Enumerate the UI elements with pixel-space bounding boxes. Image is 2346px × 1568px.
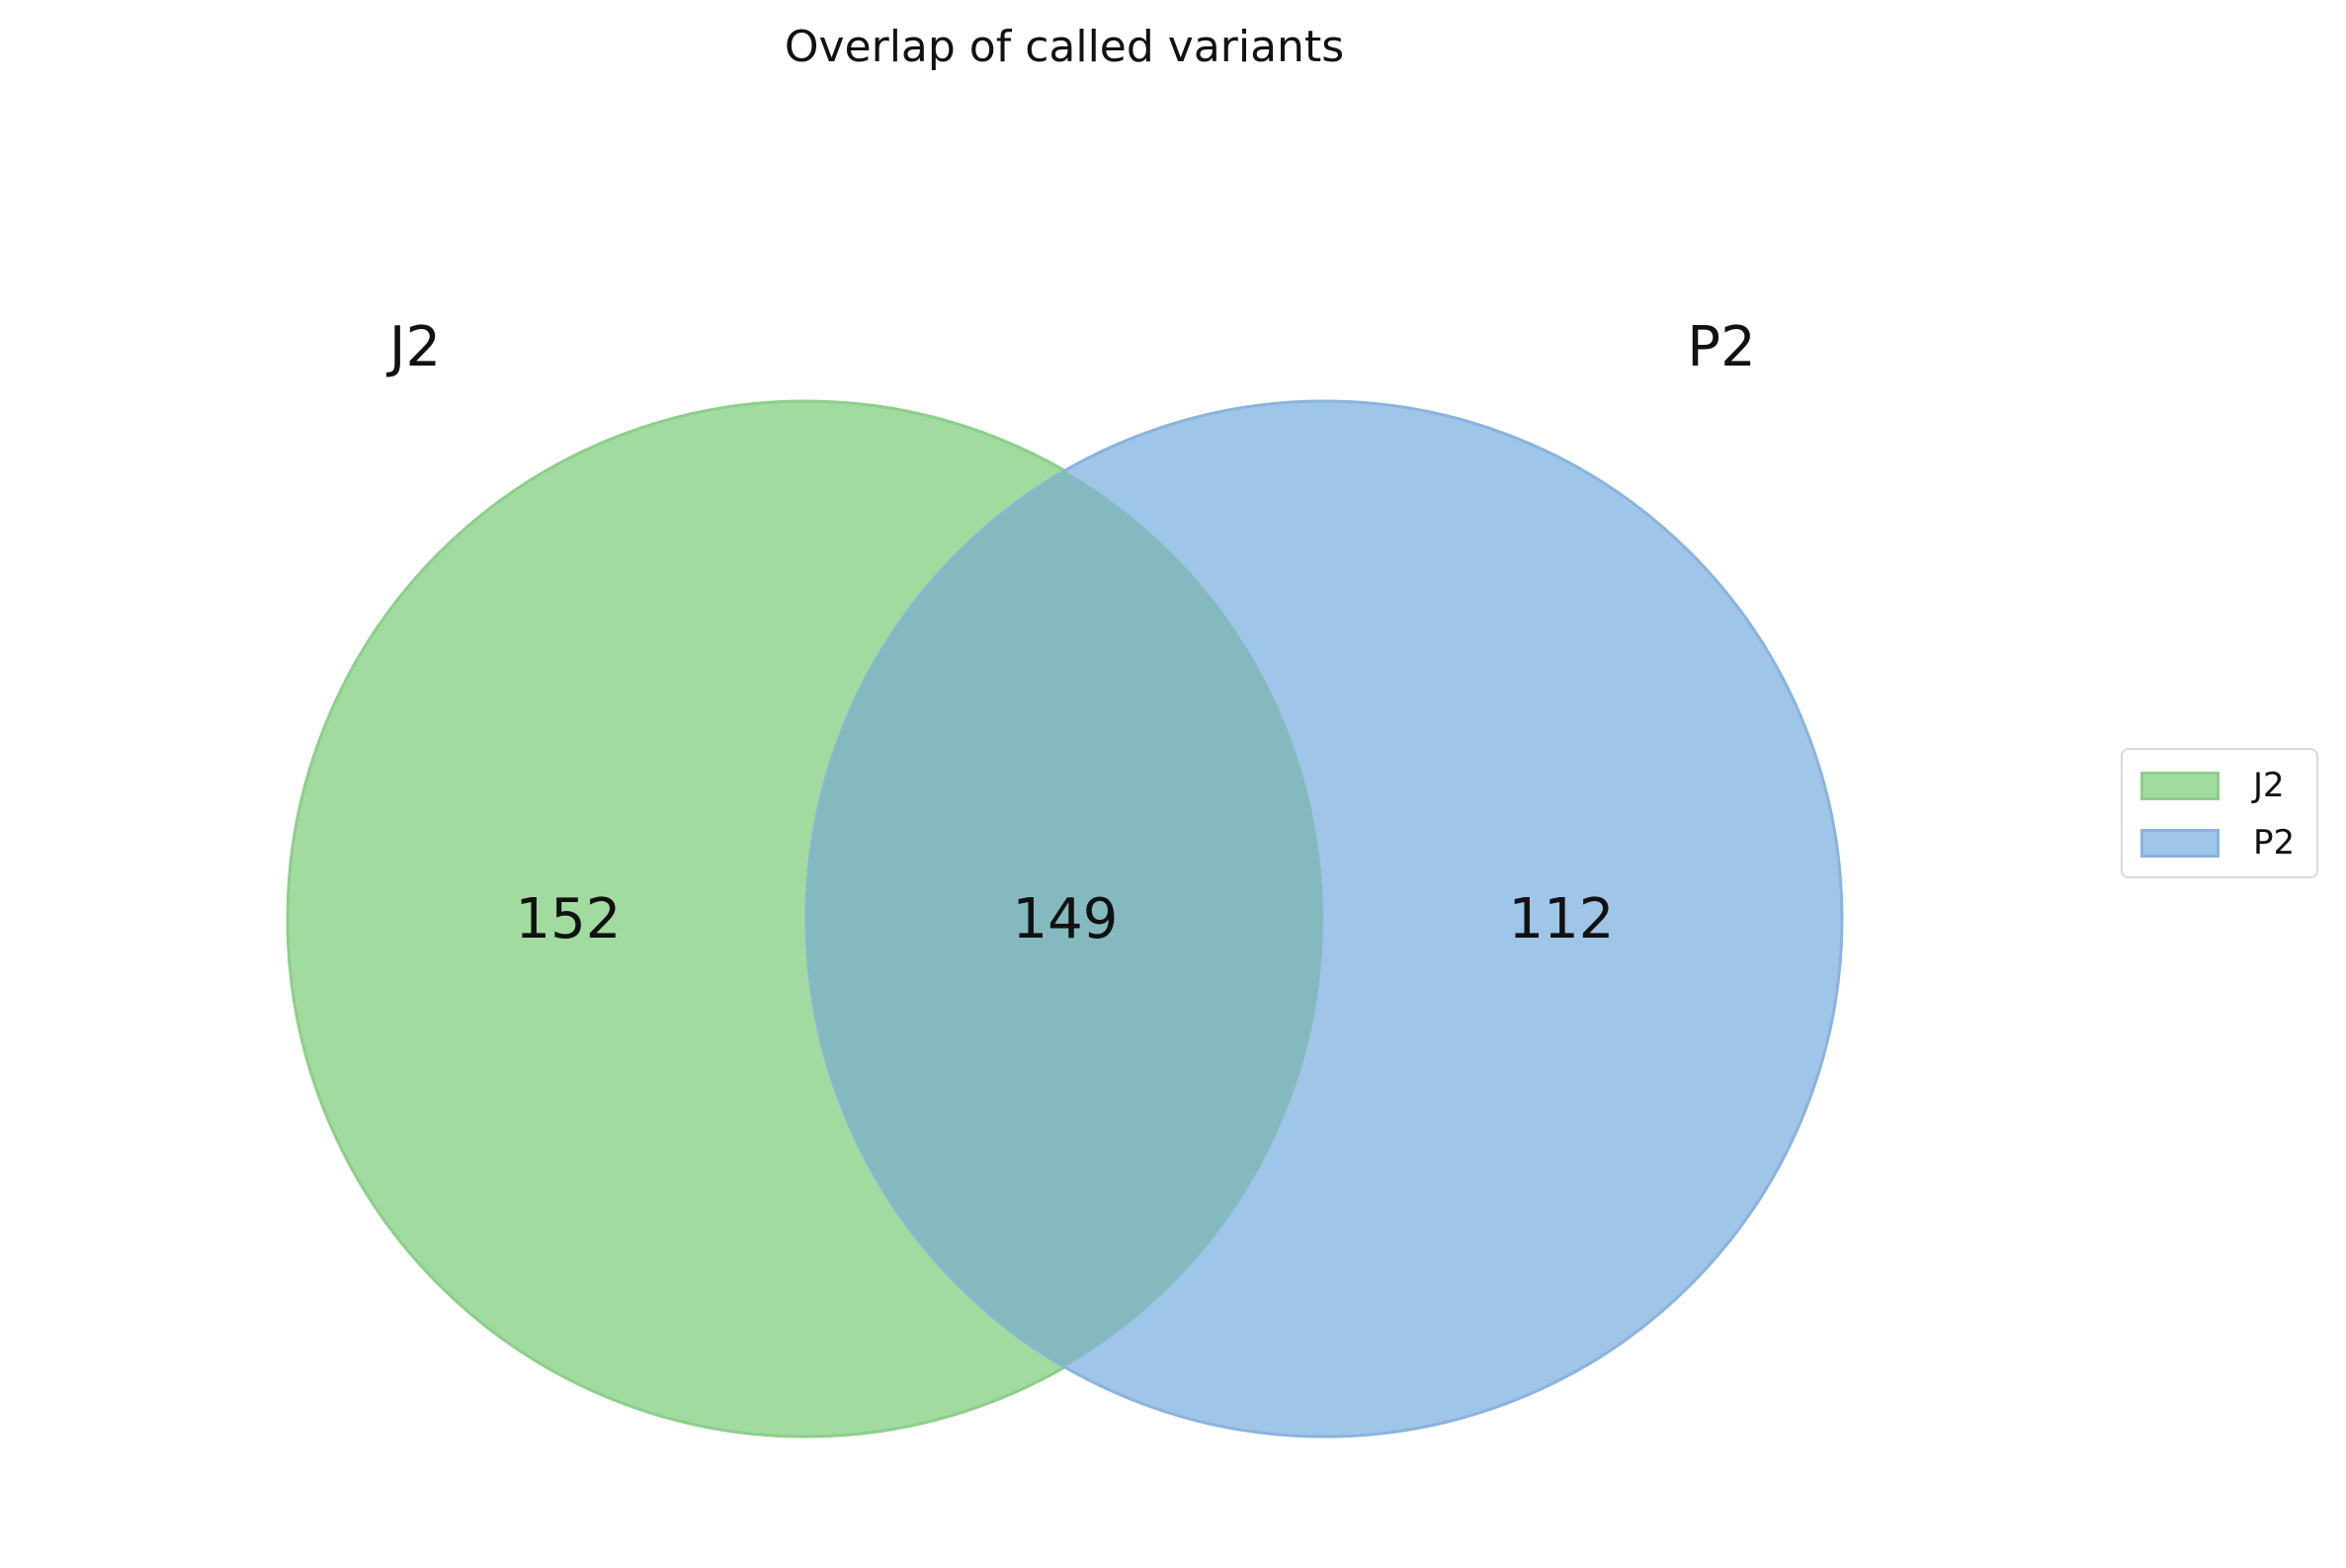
chart-title: Overlap of called variants bbox=[785, 22, 1344, 72]
region-count-j2-only: 152 bbox=[516, 887, 622, 951]
legend: J2 P2 bbox=[2121, 748, 2318, 878]
legend-entry-p2: P2 bbox=[2140, 823, 2295, 863]
legend-label-p2: P2 bbox=[2253, 823, 2296, 863]
legend-label-j2: J2 bbox=[2253, 766, 2285, 805]
overlap-region bbox=[805, 470, 1323, 1367]
region-count-overlap: 149 bbox=[1013, 887, 1119, 951]
legend-entry-j2: J2 bbox=[2140, 766, 2285, 805]
set-label-j2: J2 bbox=[386, 315, 441, 379]
region-count-p2-only: 112 bbox=[1509, 887, 1615, 951]
legend-swatch-j2 bbox=[2140, 771, 2220, 800]
legend-swatch-p2 bbox=[2140, 828, 2220, 858]
set-label-p2: P2 bbox=[1687, 315, 1755, 379]
